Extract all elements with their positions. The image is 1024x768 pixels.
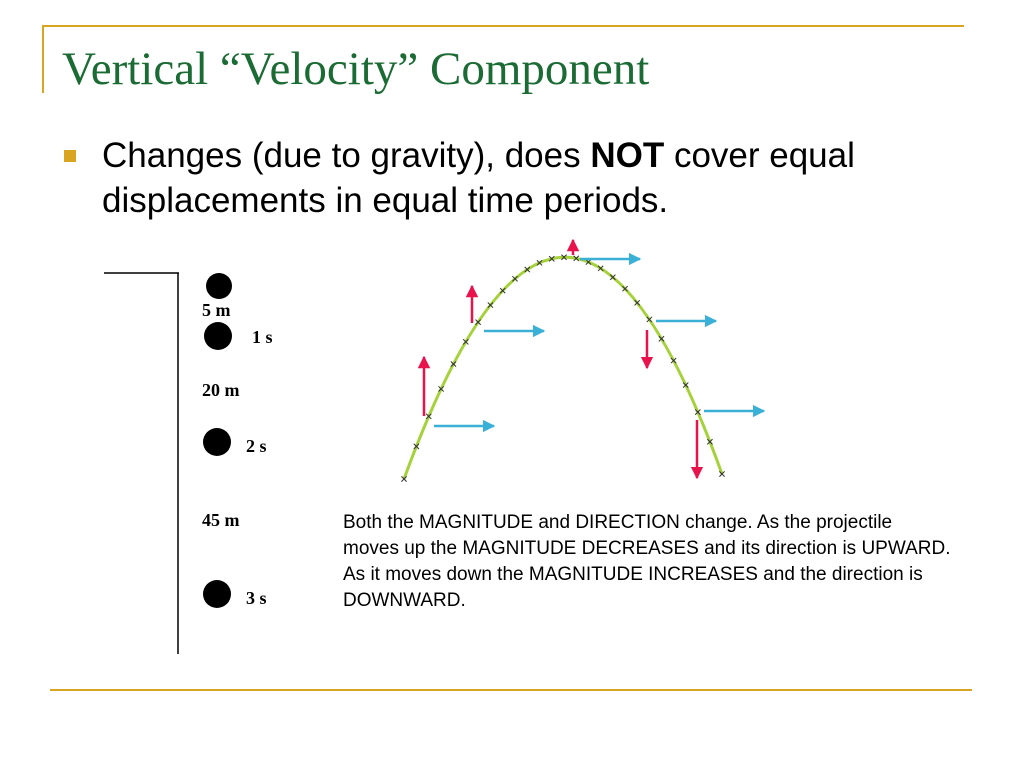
position-marker — [597, 265, 604, 272]
frame-left-rule — [42, 25, 44, 93]
position-marker — [585, 259, 592, 266]
position-marker — [462, 338, 469, 345]
position-marker — [609, 274, 616, 281]
ball-2s — [203, 428, 231, 456]
distance-label-20m: 20 m — [202, 380, 240, 400]
position-marker — [646, 316, 653, 323]
position-marker — [573, 255, 580, 262]
position-marker — [658, 335, 665, 342]
position-marker — [622, 285, 628, 292]
position-marker — [682, 382, 689, 389]
bullet-emphasis: NOT — [590, 136, 665, 175]
position-marker — [561, 254, 567, 261]
position-marker — [670, 357, 677, 364]
time-label-2s: 2 s — [246, 436, 267, 456]
position-marker — [548, 255, 555, 262]
projectile-trajectory-diagram — [401, 238, 766, 482]
position-marker — [425, 413, 432, 420]
position-marker — [719, 471, 725, 477]
position-marker — [438, 385, 445, 392]
bullet-text-before: Changes (due to gravity), does — [102, 136, 591, 175]
time-label-1s: 1 s — [252, 327, 273, 347]
distance-label-45m: 45 m — [202, 510, 240, 530]
slide-title: Vertical “Velocity” Component — [62, 43, 650, 95]
position-marker — [512, 275, 518, 282]
trajectory-caption: Both the MAGNITUDE and DIRECTION change.… — [343, 512, 951, 611]
position-marker — [706, 438, 713, 445]
bullet-marker — [64, 150, 76, 162]
ball-start — [206, 273, 232, 299]
position-marker — [499, 287, 506, 294]
frame-top-rule — [42, 25, 964, 27]
time-label-3s: 3 s — [246, 588, 267, 608]
frame-bottom-rule — [50, 689, 972, 691]
position-marker — [487, 302, 494, 309]
position-marker — [401, 476, 407, 482]
position-markers — [401, 254, 725, 482]
position-marker — [634, 299, 641, 306]
position-marker — [413, 443, 420, 450]
position-marker — [536, 259, 543, 266]
position-marker — [450, 361, 457, 368]
position-marker — [524, 266, 531, 273]
bullet-text-after: cover equal displacements in equal time … — [102, 136, 855, 220]
ball-3s — [203, 580, 231, 608]
position-marker — [694, 409, 701, 416]
bullet-text: Changes (due to gravity), does NOT cover… — [102, 133, 962, 223]
distance-label-5m: 5 m — [202, 300, 231, 320]
parabolic-path — [402, 255, 724, 480]
position-marker — [475, 319, 482, 326]
ball-1s — [204, 322, 232, 350]
free-fall-diagram: 5 m 1 s 20 m 2 s 45 m 3 s — [96, 258, 288, 660]
